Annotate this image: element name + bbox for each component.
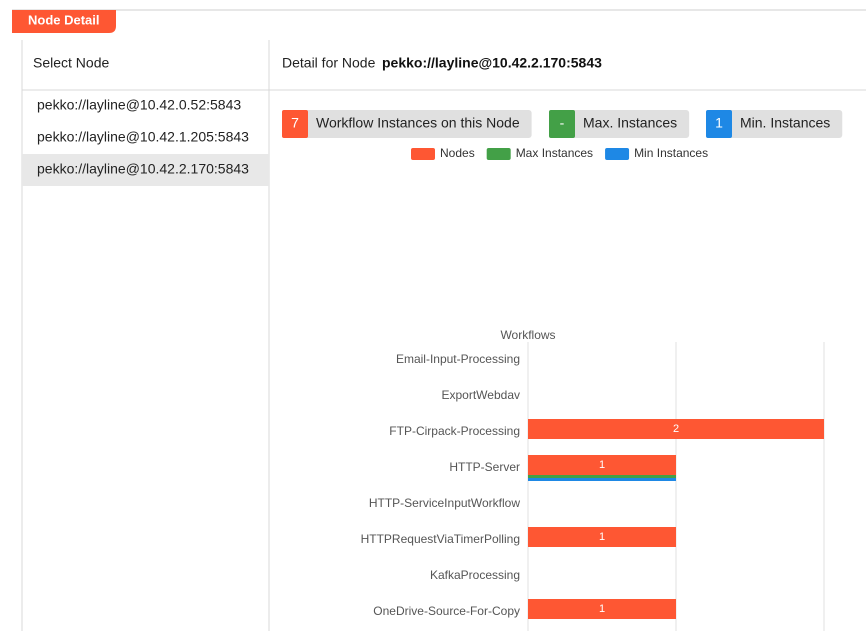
category-label: KafkaProcessing — [430, 568, 520, 582]
badge-value: - — [560, 115, 565, 131]
node-item[interactable]: pekko://layline@10.42.1.205:5843 — [37, 129, 249, 145]
category-label: FTP-Cirpack-Processing — [389, 424, 520, 438]
category-label: Email-Input-Processing — [396, 352, 520, 366]
bar[interactable] — [528, 478, 676, 481]
legend-label[interactable]: Nodes — [440, 146, 475, 160]
bar-value-label: 1 — [599, 531, 605, 543]
bar[interactable] — [528, 419, 824, 439]
legend-swatch[interactable] — [411, 148, 435, 160]
selected-row — [22, 154, 269, 186]
tab-bg — [12, 10, 116, 33]
legend-swatch[interactable] — [605, 148, 630, 160]
left-header: Select Node — [33, 55, 109, 71]
bar-value-label: 1 — [599, 459, 605, 471]
category-label: OneDrive-Source-For-Copy — [373, 604, 520, 618]
right-header-value: pekko://layline@10.42.2.170:5843 — [382, 55, 602, 71]
badge-label: Max. Instances — [583, 115, 677, 131]
badge-value: 7 — [291, 115, 299, 131]
bar[interactable] — [528, 455, 676, 475]
legend-label[interactable]: Min Instances — [634, 146, 708, 160]
badge-value-bg — [706, 110, 732, 138]
legend-swatch[interactable] — [486, 148, 511, 160]
bar[interactable] — [528, 527, 676, 547]
bar[interactable] — [528, 599, 676, 619]
badge-bg — [706, 110, 843, 138]
badge-bg — [282, 110, 532, 138]
category-label: HTTPRequestViaTimerPolling — [361, 532, 520, 546]
legend-label[interactable]: Max Instances — [516, 146, 593, 160]
right-header-label: Detail for Node — [282, 55, 376, 71]
bar[interactable] — [528, 475, 676, 478]
badge-value-bg — [549, 110, 575, 138]
bar-value-label: 2 — [673, 423, 679, 435]
category-label: HTTP-Server — [449, 460, 520, 474]
badge-label: Min. Instances — [740, 115, 830, 131]
badge-value: 1 — [715, 115, 723, 131]
node-item[interactable]: pekko://layline@10.42.2.170:5843 — [37, 161, 249, 177]
tab-title[interactable]: Node Detail — [28, 12, 100, 27]
axis-title: Workflows — [500, 328, 555, 342]
category-label: ExportWebdav — [442, 388, 521, 402]
badge-bg — [549, 110, 690, 138]
badge-label: Workflow Instances on this Node — [316, 115, 520, 131]
category-label: HTTP-ServiceInputWorkflow — [369, 496, 520, 510]
bar-value-label: 1 — [599, 603, 605, 615]
node-item[interactable]: pekko://layline@10.42.0.52:5843 — [37, 97, 241, 113]
badge-value-bg — [282, 110, 308, 138]
